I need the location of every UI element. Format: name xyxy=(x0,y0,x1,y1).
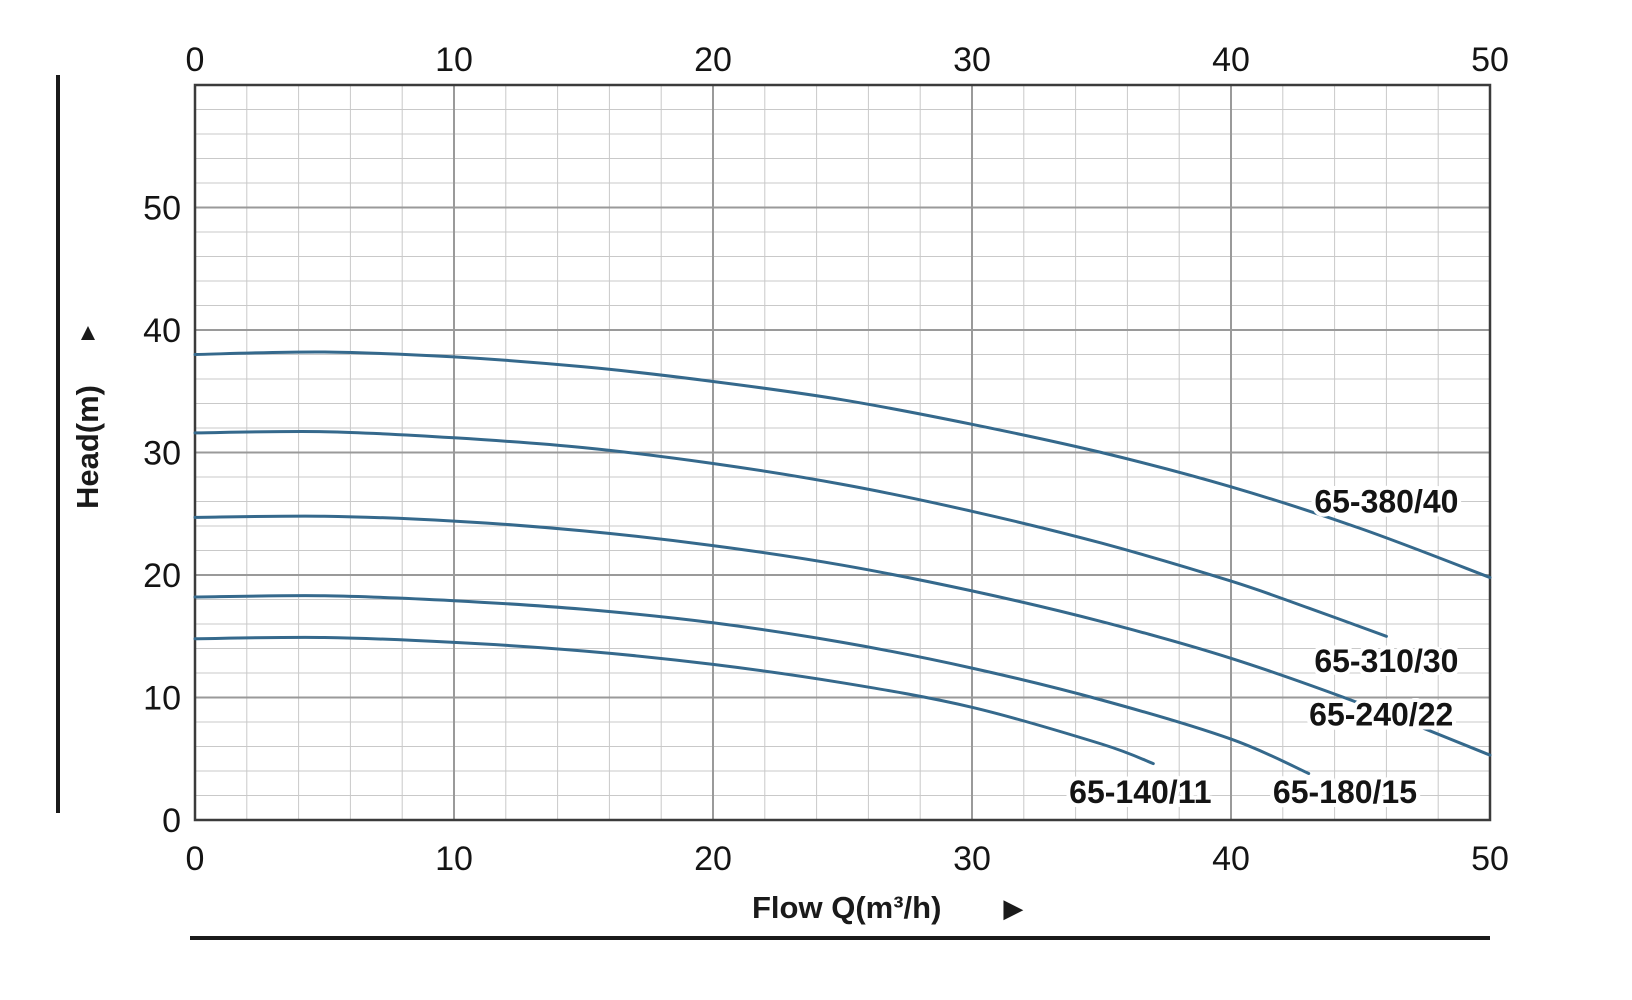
curve-label-65-380/40: 65-380/40 xyxy=(1314,484,1458,520)
x-tick-label-bottom: 10 xyxy=(435,840,473,878)
curve-label-65-240/22: 65-240/22 xyxy=(1309,697,1453,733)
x-tick-label-top: 20 xyxy=(694,41,732,79)
pump-curve-65-380/40 xyxy=(193,350,1492,579)
x-tick-label-top: 30 xyxy=(953,41,991,79)
x-axis-title: Flow Q(m³/h) xyxy=(752,890,942,925)
x-tick-label-bottom: 20 xyxy=(694,840,732,878)
curve-label-65-140/11: 65-140/11 xyxy=(1069,774,1211,810)
pump-curve-65-240/22 xyxy=(193,514,1492,757)
y-axis-rule xyxy=(56,75,60,813)
x-tick-label-bottom: 50 xyxy=(1471,840,1509,878)
x-tick-label-top: 40 xyxy=(1212,41,1250,79)
x-axis-title-row: Flow Q(m³/h) ▶ xyxy=(752,890,1023,926)
y-tick-label: 40 xyxy=(143,312,181,350)
x-tick-label-top: 0 xyxy=(186,41,205,79)
pump-curve-65-140/11 xyxy=(193,635,1155,766)
right-arrow-icon: ▶ xyxy=(1003,892,1024,923)
up-arrow-icon: ▲ xyxy=(76,319,100,346)
pump-curve-65-180/15 xyxy=(193,594,1311,775)
y-tick-label: 20 xyxy=(143,557,181,595)
x-tick-label-bottom: 40 xyxy=(1212,840,1250,878)
y-tick-label: 50 xyxy=(143,190,181,228)
y-tick-label: 0 xyxy=(162,802,181,840)
y-tick-label: 30 xyxy=(143,435,181,473)
x-tick-label-top: 10 xyxy=(435,41,473,79)
y-tick-label: 10 xyxy=(143,680,181,718)
pump-curve-65-310/30 xyxy=(193,429,1388,638)
curve-label-65-310/30: 65-310/30 xyxy=(1314,643,1458,679)
x-tick-label-bottom: 0 xyxy=(186,840,205,878)
plot-border xyxy=(193,83,1492,822)
x-tick-label-bottom: 30 xyxy=(953,840,991,878)
curve-label-65-180/15: 65-180/15 xyxy=(1273,774,1417,810)
x-tick-label-top: 50 xyxy=(1471,41,1509,79)
x-axis-rule xyxy=(190,936,1490,940)
